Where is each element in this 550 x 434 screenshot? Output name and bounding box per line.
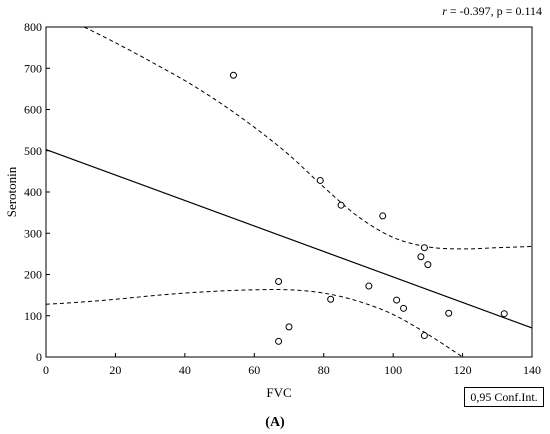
- data-point: [275, 278, 283, 286]
- y-tick-label: 0: [36, 350, 42, 364]
- y-tick-label: 300: [24, 226, 42, 240]
- regression-line-group: [45, 148, 533, 329]
- x-tick-label: 40: [179, 363, 191, 377]
- y-tick-label: 200: [24, 268, 42, 282]
- data-point: [393, 296, 401, 304]
- data-points: [229, 71, 508, 345]
- data-point: [424, 261, 432, 269]
- data-point: [379, 212, 387, 220]
- confidence-legend-box: 0,95 Conf.Int.: [464, 387, 544, 407]
- data-point: [229, 71, 237, 79]
- y-axis-ticks: 0 100 200 300 400 500 600 700 800: [24, 20, 50, 364]
- x-tick-label: 100: [384, 363, 402, 377]
- y-tick-label: 700: [24, 61, 42, 75]
- x-tick-label: 60: [248, 363, 260, 377]
- confidence-band: [45, 26, 533, 358]
- data-point: [275, 337, 283, 345]
- x-axis-label: FVC: [266, 385, 292, 400]
- r-symbol: r: [442, 4, 447, 18]
- x-tick-label: 0: [43, 363, 49, 377]
- plot-frame: [45, 26, 533, 358]
- data-point: [417, 253, 425, 261]
- x-tick-label: 20: [109, 363, 121, 377]
- ci-lower-line: [45, 288, 463, 358]
- y-tick-label: 100: [24, 309, 42, 323]
- data-point: [337, 201, 345, 209]
- x-tick-label: 80: [318, 363, 330, 377]
- y-tick-label: 400: [24, 185, 42, 199]
- regression-line: [45, 148, 533, 329]
- x-axis-ticks: 0 20 40 60 80 100 120 140: [43, 353, 541, 377]
- data-point: [285, 323, 293, 331]
- data-point: [365, 282, 373, 290]
- data-point: [420, 332, 428, 340]
- x-tick-label: 140: [523, 363, 541, 377]
- correlation-annotation: r = -0.397, p = 0.114: [442, 4, 542, 19]
- panel-label: (A): [265, 415, 285, 430]
- data-point: [316, 176, 324, 184]
- data-point: [445, 309, 453, 317]
- y-axis-label: Serotonin: [4, 166, 19, 218]
- correlation-stat: = -0.397, p = 0.114: [446, 4, 542, 18]
- x-tick-label: 120: [454, 363, 472, 377]
- y-tick-label: 800: [24, 20, 42, 34]
- data-point: [500, 310, 508, 318]
- ci-upper-line: [83, 26, 533, 250]
- data-point: [400, 304, 408, 312]
- data-point: [420, 244, 428, 252]
- y-tick-label: 500: [24, 144, 42, 158]
- y-tick-label: 600: [24, 103, 42, 117]
- data-point: [327, 295, 335, 303]
